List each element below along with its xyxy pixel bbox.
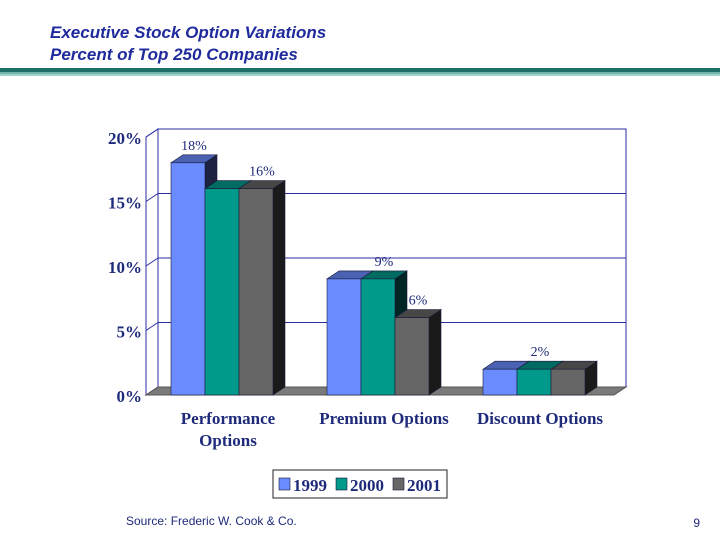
- legend-swatch-2000: [335, 477, 348, 491]
- title-rule-mid: [0, 72, 720, 74]
- gridline-diagonal: [145, 193, 159, 202]
- title-line-1: Executive Stock Option Variations: [50, 23, 327, 42]
- x-category-label: Discount Options: [477, 409, 603, 428]
- x-category-label: Options: [199, 431, 257, 450]
- data-label: 16%: [249, 165, 275, 180]
- data-label: 18%: [181, 139, 207, 154]
- legend-label-1999: 1999: [293, 476, 327, 495]
- bar-side: [428, 309, 442, 396]
- bar-1999-1: [326, 278, 362, 396]
- legend-swatch-2001: [392, 477, 405, 491]
- data-label: 6%: [409, 294, 428, 309]
- legend-label-2001: 2001: [407, 476, 441, 495]
- gridline-diagonal: [145, 257, 159, 267]
- data-label: 2%: [531, 345, 550, 360]
- bar-2000-2: [516, 368, 552, 396]
- y-tick-label: 0%: [117, 387, 143, 406]
- data-label: 9%: [375, 255, 394, 270]
- y-tick-label: 20%: [108, 129, 142, 148]
- page-number: 9: [693, 516, 700, 530]
- title-rule-dark: [0, 68, 720, 72]
- bar-2001-0: [238, 188, 274, 396]
- legend-swatch-1999: [278, 477, 291, 491]
- bar-2001-2: [550, 368, 586, 396]
- title-line-2: Percent of Top 250 Companies: [50, 45, 298, 64]
- y-tick-label: 10%: [108, 258, 142, 277]
- x-category-label: Performance: [181, 409, 276, 428]
- y-tick-label: 5%: [117, 323, 143, 342]
- legend-box: [272, 469, 448, 499]
- slide-title: Executive Stock Option Variations Percen…: [50, 22, 326, 66]
- bar-1999-0: [170, 162, 206, 396]
- bar-side: [272, 180, 286, 396]
- gridline-diagonal: [145, 128, 159, 138]
- gridline-diagonal: [145, 322, 159, 331]
- bar-2000-1: [360, 278, 396, 396]
- x-category-label: Premium Options: [319, 409, 449, 428]
- y-tick-label: 15%: [108, 194, 142, 213]
- legend-label-2000: 2000: [350, 476, 384, 495]
- bar-2001-1: [394, 317, 430, 396]
- title-rule-light: [0, 74, 720, 76]
- bar-2000-0: [204, 188, 240, 396]
- bar-1999-2: [482, 368, 518, 396]
- source-note: Source: Frederic W. Cook & Co.: [126, 514, 297, 528]
